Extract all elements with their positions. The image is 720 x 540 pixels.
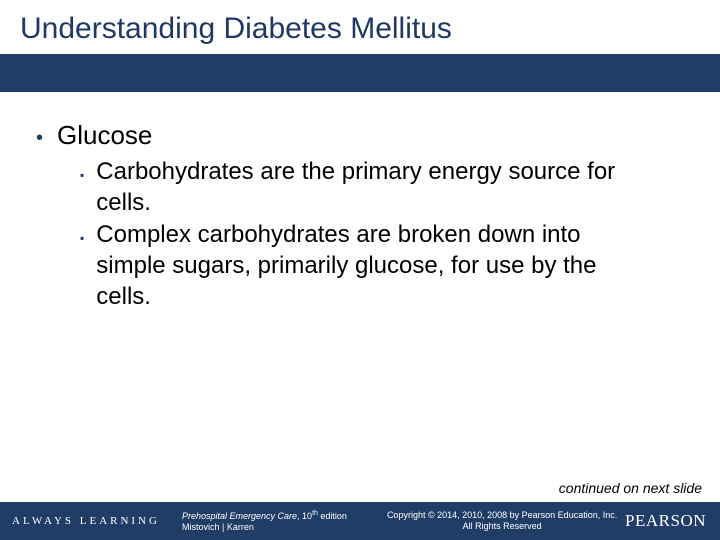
bullet-level2-text: Carbohydrates are the primary energy sou…: [96, 157, 656, 218]
content-area: • Glucose ▪ Carbohydrates are the primar…: [0, 92, 720, 313]
book-title-line: Prehospital Emergency Care, 10th edition: [182, 510, 347, 522]
bullet-level2-text: Complex carbohydrates are broken down in…: [96, 220, 656, 312]
edition-prefix: , 10: [297, 511, 312, 521]
edition-suffix: edition: [318, 511, 347, 521]
slide-title: Understanding Diabetes Mellitus: [20, 12, 700, 46]
title-area: Understanding Diabetes Mellitus: [0, 0, 720, 54]
footer-bar: ALWAYS LEARNING Prehospital Emergency Ca…: [0, 502, 720, 540]
bullet-level2: ▪ Carbohydrates are the primary energy s…: [80, 157, 684, 218]
bullet-dot-icon: •: [36, 128, 43, 148]
bullet-level1-text: Glucose: [57, 120, 152, 151]
copyright-block: Copyright © 2014, 2010, 2008 by Pearson …: [347, 510, 617, 532]
bullet-level1: • Glucose: [36, 120, 684, 151]
book-citation: Prehospital Emergency Care, 10th edition…: [160, 510, 347, 533]
continued-label: continued on next slide: [559, 480, 702, 496]
bullet-level2: ▪ Complex carbohydrates are broken down …: [80, 220, 684, 312]
always-learning-label: ALWAYS LEARNING: [0, 515, 160, 527]
pearson-logo: PEARSON: [625, 511, 720, 531]
copyright-line1: Copyright © 2014, 2010, 2008 by Pearson …: [387, 510, 617, 521]
bullet-square-icon: ▪: [80, 231, 84, 245]
copyright-line2: All Rights Reserved: [387, 521, 617, 532]
authors-line: Mistovich | Karren: [182, 522, 347, 533]
bullet-square-icon: ▪: [80, 168, 84, 182]
book-title: Prehospital Emergency Care: [182, 511, 297, 521]
title-underline-bar: [0, 54, 720, 92]
